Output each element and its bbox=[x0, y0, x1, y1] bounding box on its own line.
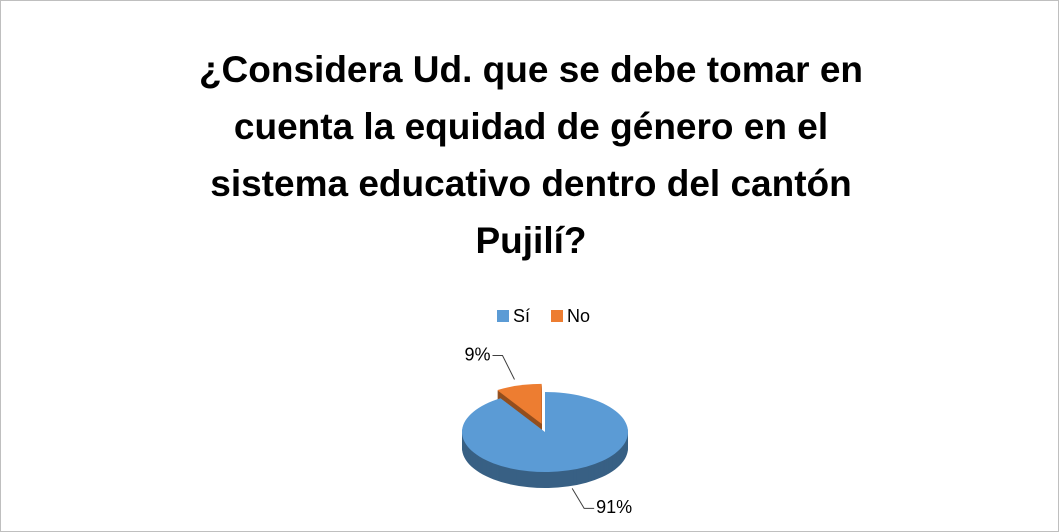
legend-label: Sí bbox=[513, 306, 530, 326]
legend-label: No bbox=[567, 306, 590, 326]
legend-swatch bbox=[551, 310, 563, 322]
pie-slice bbox=[497, 383, 542, 424]
data-label: 91% bbox=[596, 497, 632, 517]
leader-line bbox=[571, 488, 595, 509]
leader-line bbox=[492, 355, 515, 380]
legend-swatch bbox=[497, 310, 509, 322]
pie-slice bbox=[461, 392, 628, 473]
data-label: 9% bbox=[464, 344, 490, 364]
chart-title: ¿Considera Ud. que se debe tomar en cuen… bbox=[198, 49, 864, 261]
